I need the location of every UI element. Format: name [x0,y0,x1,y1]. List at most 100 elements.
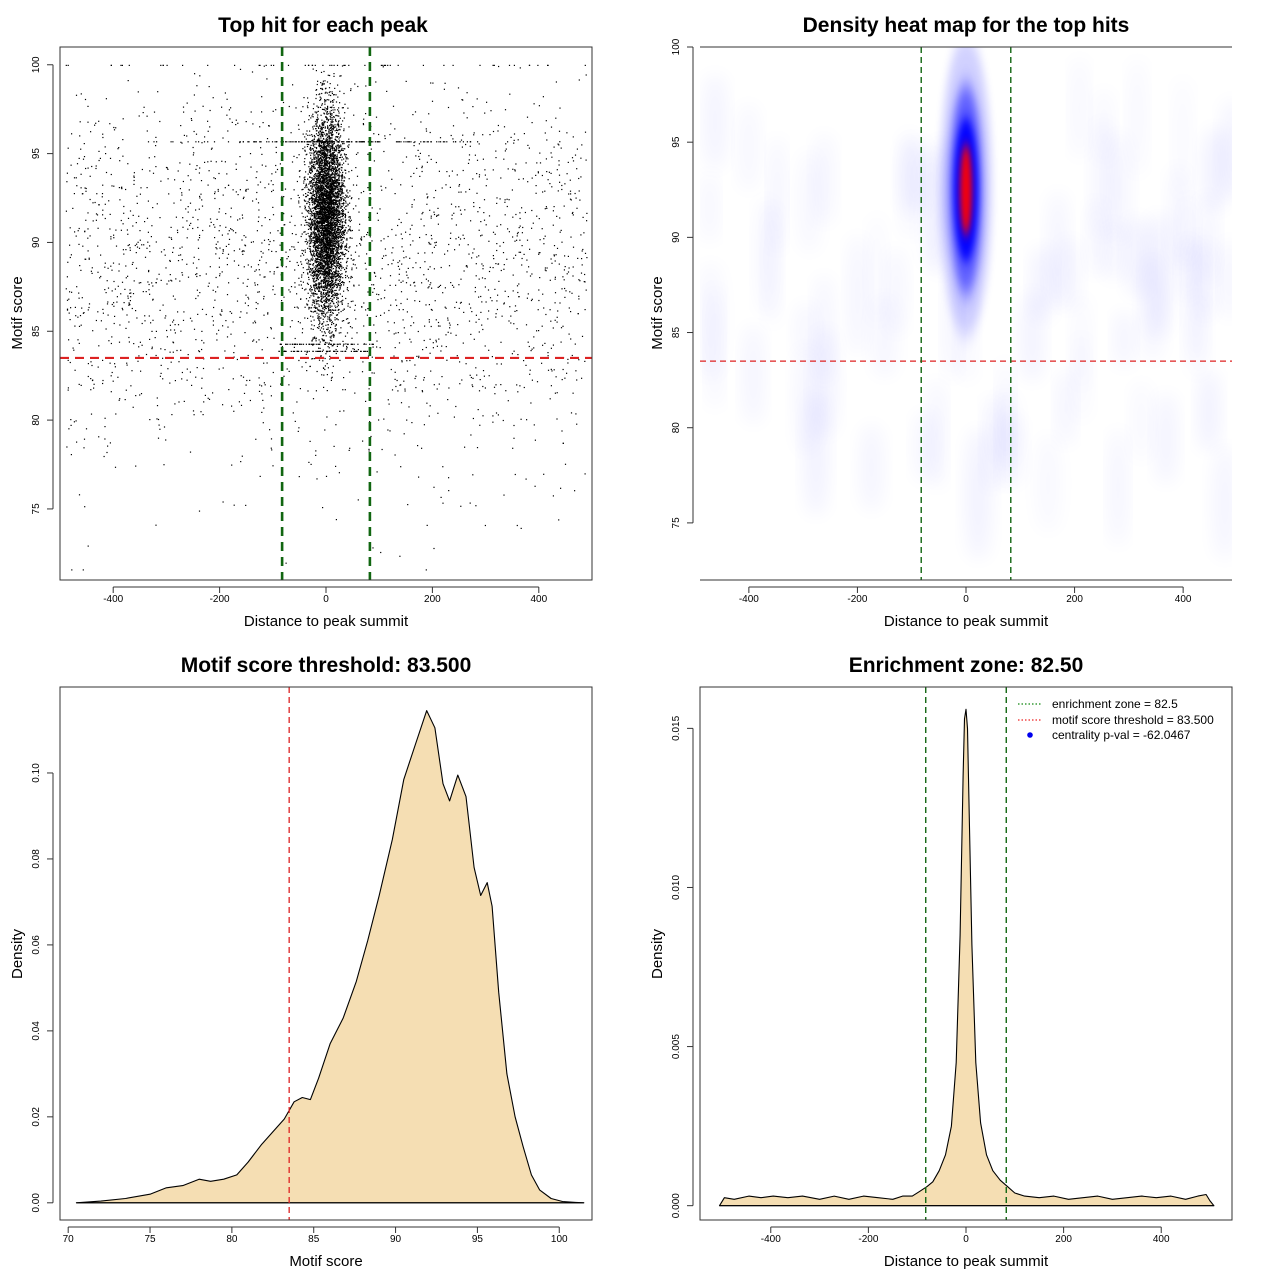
data-point [340,182,342,184]
data-point [472,377,474,379]
data-point [134,244,136,247]
data-point [226,294,229,296]
data-point [578,359,580,361]
data-point [262,422,264,424]
data-point [421,391,424,393]
data-point [252,200,254,202]
data-point [319,290,321,292]
data-point [524,211,526,214]
data-point [489,297,492,299]
data-point [569,190,572,192]
data-point [211,315,213,318]
data-point [151,348,153,350]
data-point [405,256,407,258]
data-point [320,249,322,251]
data-point [425,130,428,132]
data-point [319,144,321,146]
data-point [170,226,172,228]
data-point [584,309,586,311]
data-point [304,306,306,308]
data-point [172,247,175,249]
data-point [333,189,335,191]
data-point [186,135,188,137]
data-point [329,309,331,311]
data-point [122,155,124,157]
data-point [333,116,335,118]
data-point [310,169,312,171]
data-point [339,279,341,281]
data-point [306,351,308,354]
data-point [324,305,326,307]
data-point [435,189,437,192]
data-point [333,142,335,144]
data-point [121,64,123,66]
data-point [567,161,569,163]
data-point [328,134,330,136]
data-point [110,238,112,240]
data-point [442,502,444,504]
data-point [326,285,328,287]
data-point [535,174,537,176]
data-point [513,133,516,135]
data-point [113,185,115,187]
data-point [451,218,453,220]
data-point [307,173,309,175]
data-point [345,227,347,229]
data-point [286,258,288,260]
data-point [283,213,285,215]
data-point [191,384,193,386]
data-point [328,306,330,308]
data-point [531,122,533,124]
data-point [334,245,336,247]
data-point [239,68,242,70]
data-point [436,215,438,217]
data-point [529,373,531,375]
data-point [247,296,249,298]
data-point [196,367,198,369]
data-point [334,224,336,226]
data-point [334,156,336,158]
data-point [318,166,321,168]
data-point [314,224,316,226]
data-point [544,269,546,271]
data-point [319,177,321,179]
data-point [226,336,229,338]
scatter-y-label: Motif score [9,276,26,349]
data-point [309,134,311,136]
data-point [136,317,138,319]
data-point [172,321,174,323]
data-point [341,184,343,187]
data-point [436,345,438,347]
data-point [563,205,565,207]
data-point [317,191,319,193]
data-point [330,149,332,151]
data-point [189,202,192,204]
data-point [332,273,334,275]
data-point [261,411,263,413]
data-point [137,241,139,243]
data-point [402,280,404,282]
data-point [326,167,328,169]
data-point [67,147,69,149]
data-point [479,64,481,66]
data-point [335,162,337,164]
data-point [472,106,474,108]
data-point [324,109,326,111]
data-point [147,200,149,202]
data-point [441,376,443,378]
data-point [323,212,325,214]
data-point [323,214,325,216]
data-point [239,316,241,318]
data-point [125,188,127,191]
data-point [338,132,340,134]
data-point [126,229,128,231]
data-point [322,297,324,299]
data-point [314,223,316,225]
data-point [187,211,189,213]
data-point [313,139,315,141]
data-point [212,320,214,322]
data-point [448,265,451,267]
data-point [219,225,221,227]
data-point [577,257,579,259]
data-point [266,138,269,140]
